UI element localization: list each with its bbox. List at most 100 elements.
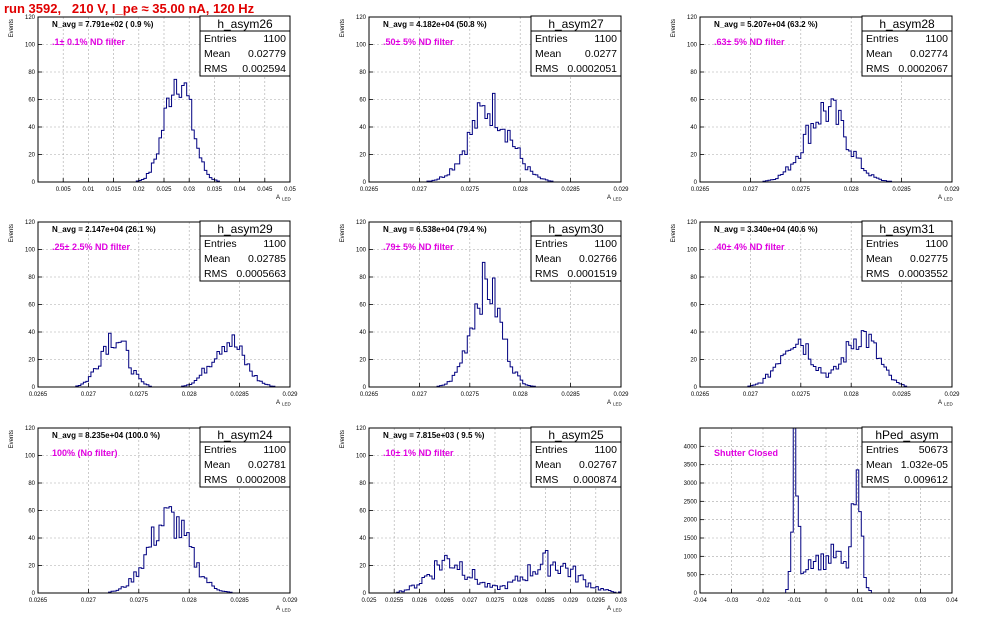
- histogram-name: h_asym28: [879, 17, 935, 31]
- y-tick-label: 0: [363, 591, 367, 597]
- y-tick-label: 80: [690, 275, 697, 281]
- stat-value-rms: 0.0002067: [898, 63, 948, 75]
- stat-label-entries: Entries: [204, 444, 237, 456]
- y-tick-label: 120: [356, 15, 367, 21]
- stat-value-rms: 0.0001519: [567, 268, 617, 280]
- y-tick-label: 60: [690, 98, 697, 104]
- x-tick-label: -0.01: [788, 598, 802, 604]
- histogram-panel-6: 0.0265 0.027 0.0275 0.028 0.0285 0.029 0 20 40 60…: [9, 426, 298, 613]
- stats-box: [199, 15, 291, 77]
- filter-note: .1± 0.1% ND filter: [52, 37, 125, 47]
- y-tick-label: 120: [25, 426, 36, 432]
- y-tick-label: 100: [25, 454, 36, 460]
- x-axis-label: A LED: [276, 195, 292, 202]
- x-axis-label: A LED: [276, 606, 292, 613]
- histogram-panel-1: 0.0265 0.027 0.0275 0.028 0.0285 0.029 0 20 40 60…: [340, 15, 629, 202]
- x-tick-label: 0.027: [412, 187, 428, 193]
- stat-value-rms: 0.002594: [242, 63, 286, 75]
- stat-label-rms: RMS: [535, 63, 558, 75]
- navg-label: N_avg = 5.207e+04 (63.2 %): [714, 20, 818, 29]
- filter-note: .50± 5% ND filter: [383, 37, 454, 47]
- stat-label-mean: Mean: [535, 253, 561, 265]
- y-tick-label: 60: [690, 303, 697, 309]
- histogram-panel-0: 0.005 0.01 0.015 0.02 0.025 0.03 0.035 0.04 0.04…: [9, 15, 296, 202]
- navg-label: N_avg = 4.182e+04 (50.8 %): [383, 20, 487, 29]
- y-axis-label: Events: [340, 224, 346, 242]
- stats-box: [199, 220, 291, 282]
- y-tick-label: 20: [690, 153, 697, 159]
- stat-value-mean: 0.02775: [910, 253, 948, 265]
- histogram-name: h_asym31: [879, 222, 935, 236]
- y-tick-label: 100: [356, 454, 367, 460]
- stat-value-entries: 1100: [594, 444, 617, 456]
- y-tick-label: 80: [690, 70, 697, 76]
- filter-note: .79± 5% ND filter: [383, 242, 454, 252]
- navg-label: N_avg = 3.340e+04 (40.6 %): [714, 225, 818, 234]
- x-tick-label: 0.0285: [892, 187, 911, 193]
- y-tick-label: 20: [359, 153, 366, 159]
- x-tick-label: 0.027: [81, 598, 97, 604]
- y-tick-label: 0: [32, 591, 36, 597]
- x-tick-label: 0.028: [182, 392, 198, 398]
- stat-value-mean: 0.02774: [910, 48, 948, 60]
- y-tick-label: 100: [25, 248, 36, 254]
- y-tick-label: 20: [359, 564, 366, 570]
- x-tick-label: 0.025: [156, 187, 172, 193]
- x-axis-label: A LED: [607, 606, 623, 613]
- y-tick-label: 100: [687, 43, 698, 49]
- navg-label: N_avg = 6.538e+04 (79.4 %): [383, 225, 487, 234]
- x-tick-label: 0.03: [183, 187, 195, 193]
- y-tick-label: 80: [359, 481, 366, 487]
- stat-label-entries: Entries: [535, 444, 568, 456]
- y-axis-label: Events: [671, 19, 677, 37]
- x-axis-label: A LED: [938, 400, 954, 407]
- x-axis-label: A LED: [607, 195, 623, 202]
- histogram-panel-7: 0.025 0.0255 0.026 0.0265 0.027 0.0275 0.028 0.…: [340, 426, 627, 613]
- x-tick-label: 0.027: [462, 598, 478, 604]
- y-tick-label: 40: [28, 330, 35, 336]
- histogram-panel-3: 0.0265 0.027 0.0275 0.028 0.0285 0.029 0 20 40 60…: [9, 220, 298, 407]
- stat-label-entries: Entries: [866, 444, 899, 456]
- x-tick-label: 0.0285: [230, 598, 249, 604]
- y-tick-label: 2500: [684, 499, 698, 505]
- y-tick-label: 1500: [684, 536, 698, 542]
- x-tick-label: 0.028: [513, 392, 529, 398]
- y-tick-label: 120: [356, 220, 367, 226]
- x-tick-label: 0.0275: [792, 187, 811, 193]
- navg-label: N_avg = 2.147e+04 (26.1 %): [52, 225, 156, 234]
- stat-label-entries: Entries: [866, 238, 899, 250]
- y-tick-label: 40: [690, 125, 697, 131]
- stat-value-rms: 0.0002051: [567, 63, 617, 75]
- x-tick-label: 0.028: [513, 598, 529, 604]
- y-tick-label: 120: [356, 426, 367, 432]
- x-tick-label: 0.04: [946, 598, 958, 604]
- y-tick-label: 20: [28, 564, 35, 570]
- stat-label-entries: Entries: [204, 33, 237, 45]
- x-tick-label: 0.0265: [29, 392, 48, 398]
- navg-label: N_avg = 8.235e+04 (100.0 %): [52, 431, 160, 440]
- stat-label-rms: RMS: [204, 63, 227, 75]
- x-tick-label: 0.02: [133, 187, 145, 193]
- histogram-panel-2: 0.0265 0.027 0.0275 0.028 0.0285 0.029 0 20 40 60…: [671, 15, 960, 202]
- stat-label-mean: Mean: [535, 459, 561, 471]
- x-tick-label: 0.0285: [230, 392, 249, 398]
- y-tick-label: 0: [32, 385, 36, 391]
- y-tick-label: 60: [359, 98, 366, 104]
- histogram-bars: [369, 92, 621, 183]
- y-axis-label: Events: [671, 224, 677, 242]
- stat-label-rms: RMS: [866, 63, 889, 75]
- y-tick-label: 40: [359, 536, 366, 542]
- x-tick-label: 0.0265: [691, 187, 710, 193]
- x-tick-label: 0.0275: [461, 392, 480, 398]
- x-tick-label: 0.027: [743, 187, 759, 193]
- x-tick-label: 0.029: [944, 187, 960, 193]
- histogram-bars: [700, 98, 952, 183]
- stat-value-rms: 0.0003552: [898, 268, 948, 280]
- stat-value-rms: 0.0002008: [236, 474, 286, 486]
- x-tick-label: 0.028: [513, 187, 529, 193]
- x-tick-label: 0.0285: [561, 392, 580, 398]
- y-tick-label: 20: [359, 358, 366, 364]
- stat-label-mean: Mean: [866, 48, 892, 60]
- stat-value-entries: 1100: [263, 444, 286, 456]
